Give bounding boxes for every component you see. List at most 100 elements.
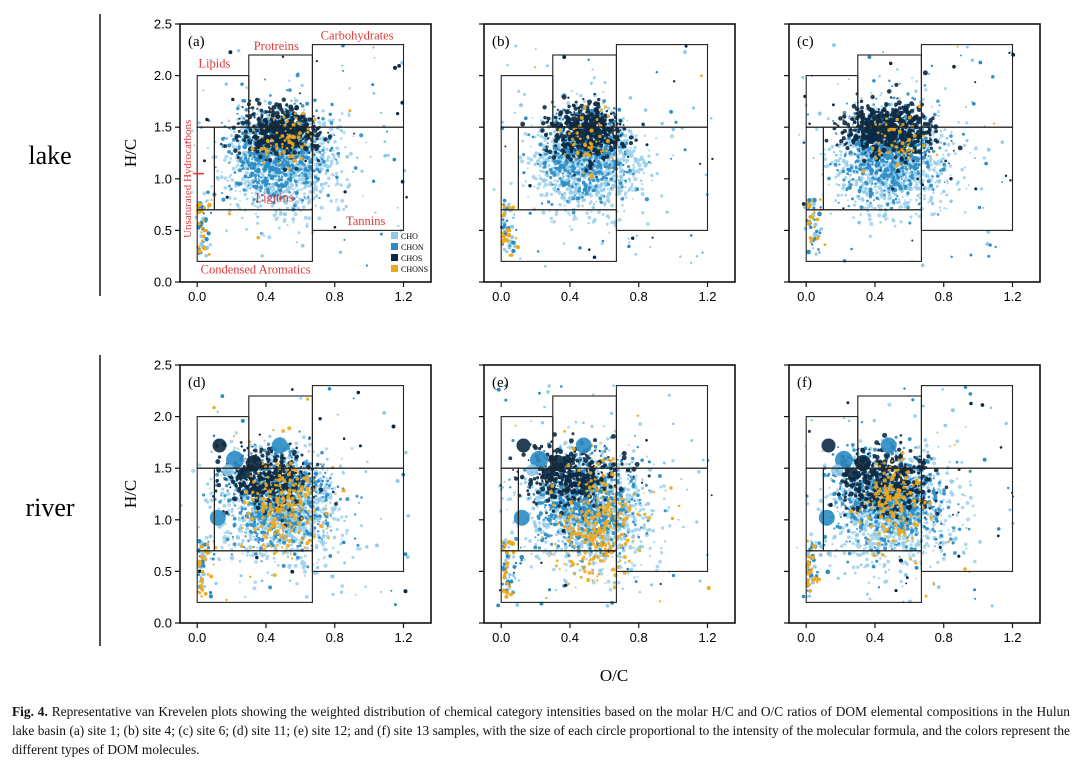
point [198, 249, 201, 252]
point [228, 175, 231, 179]
point [221, 192, 223, 194]
point [302, 192, 306, 196]
point [557, 190, 560, 193]
point [582, 99, 587, 104]
point [604, 118, 607, 121]
point [206, 190, 210, 195]
point [520, 159, 525, 164]
point [518, 155, 523, 160]
point [538, 174, 541, 177]
point [561, 172, 565, 175]
point [665, 210, 669, 214]
point [565, 187, 569, 191]
point [392, 157, 397, 162]
point [574, 158, 577, 161]
point [338, 250, 343, 255]
point [260, 193, 264, 197]
point [248, 156, 251, 159]
point [556, 152, 560, 156]
point [602, 147, 605, 150]
point [333, 225, 337, 229]
point [574, 183, 578, 186]
point [273, 151, 279, 156]
point [625, 149, 630, 153]
point [591, 68, 594, 71]
point [339, 129, 343, 133]
point [278, 150, 282, 153]
point [297, 140, 300, 143]
point [536, 186, 540, 190]
point [282, 200, 287, 205]
point [614, 151, 617, 154]
point [305, 101, 310, 106]
point [386, 130, 389, 133]
point [555, 167, 560, 171]
point [294, 98, 298, 102]
point [292, 218, 296, 222]
point [298, 177, 301, 181]
point [231, 97, 235, 102]
point [605, 170, 609, 174]
region-box [196, 126, 215, 211]
point [353, 166, 358, 170]
series-cho [798, 43, 1014, 268]
point [546, 142, 549, 145]
point [631, 189, 634, 192]
point [342, 207, 346, 211]
point [269, 94, 272, 97]
point [282, 115, 286, 119]
point [599, 200, 603, 204]
point [563, 152, 567, 156]
point [288, 148, 293, 153]
point [604, 174, 608, 177]
point [294, 186, 297, 189]
point [304, 198, 307, 201]
point [551, 183, 554, 186]
point [266, 127, 272, 132]
point [957, 187, 961, 192]
point [270, 109, 273, 112]
point [612, 111, 615, 114]
point [512, 216, 515, 220]
point [290, 163, 295, 168]
point [275, 131, 279, 135]
point [256, 215, 260, 219]
point [272, 118, 276, 121]
point [277, 158, 280, 161]
point [559, 155, 563, 159]
point [567, 96, 570, 99]
point [552, 219, 556, 224]
point [282, 163, 286, 168]
point [335, 182, 340, 186]
point [274, 129, 278, 133]
point [297, 121, 301, 126]
point [530, 123, 533, 127]
point [345, 155, 350, 159]
point [299, 156, 304, 161]
point [261, 174, 264, 177]
point [326, 176, 331, 181]
point [623, 170, 626, 173]
point [655, 137, 658, 140]
point [870, 184, 873, 187]
region-label-lipids: Lipids [198, 56, 230, 70]
point [242, 99, 247, 103]
point [268, 114, 271, 117]
point [293, 203, 297, 208]
point [617, 218, 622, 222]
point [617, 145, 621, 149]
point [400, 61, 404, 65]
point [303, 117, 308, 123]
point [340, 198, 345, 203]
point [263, 127, 266, 130]
point [669, 134, 675, 139]
point [511, 236, 514, 239]
point [641, 211, 645, 215]
point [607, 127, 610, 130]
point [559, 163, 563, 167]
point [259, 232, 262, 235]
point [939, 209, 942, 212]
point [294, 104, 299, 110]
region-box [311, 126, 405, 231]
point [579, 93, 583, 98]
